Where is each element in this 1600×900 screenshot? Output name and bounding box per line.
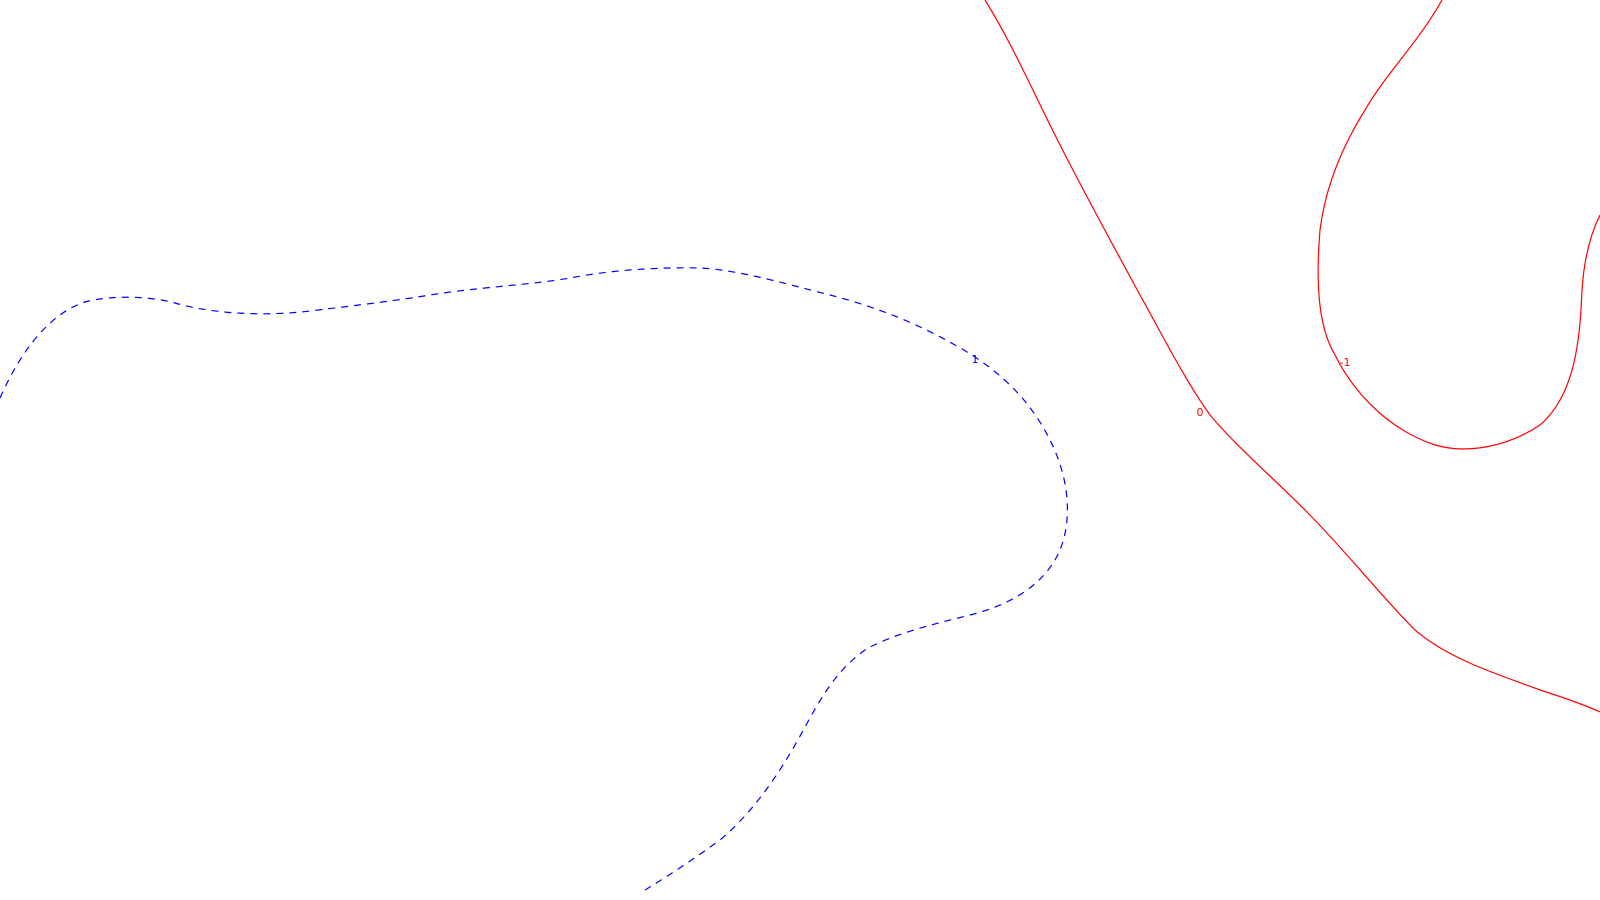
contour-line-level-minus-1	[1317, 0, 1600, 450]
contour-label-level-0: 0	[1197, 406, 1204, 419]
contour-line-level-0	[984, 0, 1600, 713]
contour-label-level-1: 1	[972, 353, 979, 366]
contour-label-level-minus-1: -1	[1340, 356, 1351, 369]
